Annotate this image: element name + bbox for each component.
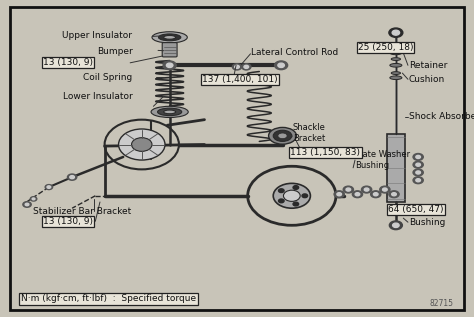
Circle shape — [242, 64, 251, 70]
Circle shape — [389, 28, 403, 37]
Ellipse shape — [390, 51, 402, 55]
Text: Lower Insulator: Lower Insulator — [63, 92, 132, 101]
Ellipse shape — [158, 34, 181, 41]
Text: Cushion: Cushion — [409, 75, 445, 84]
Ellipse shape — [152, 32, 187, 43]
Circle shape — [32, 198, 35, 200]
Ellipse shape — [278, 133, 287, 139]
Circle shape — [413, 161, 423, 168]
Circle shape — [166, 63, 173, 68]
Circle shape — [25, 203, 29, 206]
FancyBboxPatch shape — [162, 42, 177, 57]
Circle shape — [355, 193, 360, 196]
Circle shape — [343, 186, 354, 193]
Text: Lateral Control Rod: Lateral Control Rod — [251, 49, 338, 57]
Ellipse shape — [273, 130, 292, 141]
Circle shape — [47, 186, 51, 188]
Circle shape — [389, 191, 399, 197]
Circle shape — [132, 138, 152, 151]
Ellipse shape — [269, 127, 296, 144]
Circle shape — [392, 223, 399, 228]
Circle shape — [413, 177, 423, 184]
Circle shape — [232, 64, 242, 70]
Text: N·m (kgf·cm, ft·lbf)  :  Specified torque: N·m (kgf·cm, ft·lbf) : Specified torque — [21, 294, 196, 303]
Circle shape — [352, 191, 363, 197]
Text: 13 (130, 9): 13 (130, 9) — [43, 58, 93, 67]
Circle shape — [279, 189, 284, 192]
Circle shape — [362, 186, 372, 193]
Text: 64 (650, 47): 64 (650, 47) — [388, 205, 444, 214]
Circle shape — [273, 183, 310, 208]
Circle shape — [293, 186, 299, 189]
Ellipse shape — [164, 36, 176, 39]
Circle shape — [30, 197, 37, 201]
Ellipse shape — [391, 58, 401, 61]
Circle shape — [70, 176, 74, 179]
Circle shape — [163, 61, 176, 70]
Circle shape — [371, 191, 381, 197]
Circle shape — [416, 163, 420, 166]
Circle shape — [346, 188, 351, 191]
Text: Shackle
Bracket: Shackle Bracket — [293, 123, 326, 143]
Ellipse shape — [151, 106, 188, 118]
Text: Coil Spring: Coil Spring — [83, 73, 132, 81]
Circle shape — [45, 184, 53, 190]
Circle shape — [392, 193, 396, 196]
Circle shape — [365, 188, 369, 191]
Circle shape — [380, 186, 390, 193]
Circle shape — [383, 188, 387, 191]
Text: 113 (1,150, 83): 113 (1,150, 83) — [291, 148, 360, 157]
Circle shape — [392, 30, 400, 35]
Circle shape — [374, 193, 378, 196]
Text: Plate Washer
Bushing: Plate Washer Bushing — [356, 150, 410, 170]
Text: 25 (250, 18): 25 (250, 18) — [358, 43, 413, 52]
Text: Stabilizer Bar Bracket: Stabilizer Bar Bracket — [33, 207, 131, 216]
Circle shape — [413, 169, 423, 176]
Ellipse shape — [391, 72, 401, 74]
Text: 137 (1,400, 101): 137 (1,400, 101) — [202, 75, 278, 84]
Ellipse shape — [390, 63, 402, 67]
Circle shape — [23, 202, 31, 207]
Circle shape — [416, 155, 420, 158]
Circle shape — [389, 221, 402, 230]
Circle shape — [67, 174, 77, 180]
Text: Shock Absorber: Shock Absorber — [409, 112, 474, 121]
FancyBboxPatch shape — [387, 134, 405, 202]
Text: Bushing: Bushing — [409, 218, 445, 227]
Ellipse shape — [164, 110, 176, 114]
Text: Retainer: Retainer — [409, 61, 447, 70]
Circle shape — [274, 61, 288, 70]
Text: 82715: 82715 — [429, 299, 453, 307]
Circle shape — [337, 193, 341, 196]
Circle shape — [283, 190, 300, 201]
Circle shape — [416, 171, 420, 174]
Circle shape — [413, 153, 423, 160]
Text: 13 (130, 9): 13 (130, 9) — [43, 217, 93, 226]
Circle shape — [244, 65, 248, 68]
Circle shape — [279, 199, 284, 203]
Circle shape — [302, 194, 308, 197]
Text: Bumper: Bumper — [97, 47, 132, 56]
Text: Upper Insulator: Upper Insulator — [63, 31, 132, 40]
Circle shape — [416, 179, 420, 182]
Circle shape — [118, 129, 165, 160]
Ellipse shape — [390, 76, 402, 80]
Circle shape — [235, 65, 239, 68]
Circle shape — [278, 63, 284, 68]
Circle shape — [293, 202, 299, 206]
Circle shape — [334, 191, 344, 197]
Ellipse shape — [157, 108, 182, 116]
